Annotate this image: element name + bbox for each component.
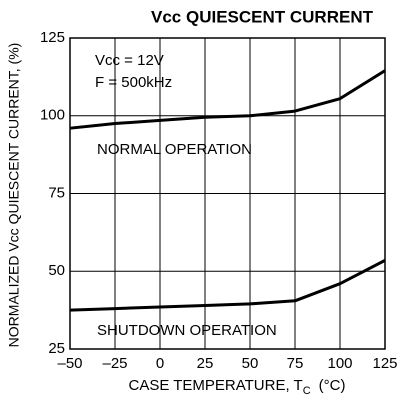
x-tick-label: –50	[57, 355, 82, 372]
x-axis-label: CASE TEMPERATURE, TC (°C)	[129, 377, 346, 397]
x-axis-label-main: CASE TEMPERATURE, T	[129, 377, 303, 394]
plot-frame	[69, 37, 386, 350]
y-tick-label: 75	[48, 184, 65, 201]
annotation: Vcc = 12V	[95, 52, 164, 69]
series-label: SHUTDOWN OPERATION	[97, 322, 277, 339]
x-tick-label: 100	[327, 355, 352, 372]
x-tick-label: 25	[197, 355, 214, 372]
x-axis-label-sub: C	[303, 385, 311, 397]
x-tick-label: 75	[287, 355, 304, 372]
x-tick-label: –25	[102, 355, 127, 372]
x-axis-label-unit: (°C)	[319, 377, 346, 394]
y-tick-label: 100	[40, 107, 65, 124]
annotation: F = 500kHz	[95, 74, 172, 91]
line-series	[69, 259, 386, 312]
x-tick-label: 125	[372, 355, 397, 372]
line-series	[69, 69, 386, 130]
y-tick-label: 50	[48, 262, 65, 279]
series-label: NORMAL OPERATION	[97, 141, 252, 158]
x-tick-label: 0	[156, 355, 164, 372]
y-tick-label: 125	[40, 29, 65, 46]
y-tick-label: 25	[48, 340, 65, 357]
chart-title: Vcc QUIESCENT CURRENT	[151, 7, 374, 26]
y-axis-label: NORMALIZED Vcc QUIESCENT CURRENT, (%)	[6, 43, 22, 348]
x-tick-label: 50	[242, 355, 259, 372]
